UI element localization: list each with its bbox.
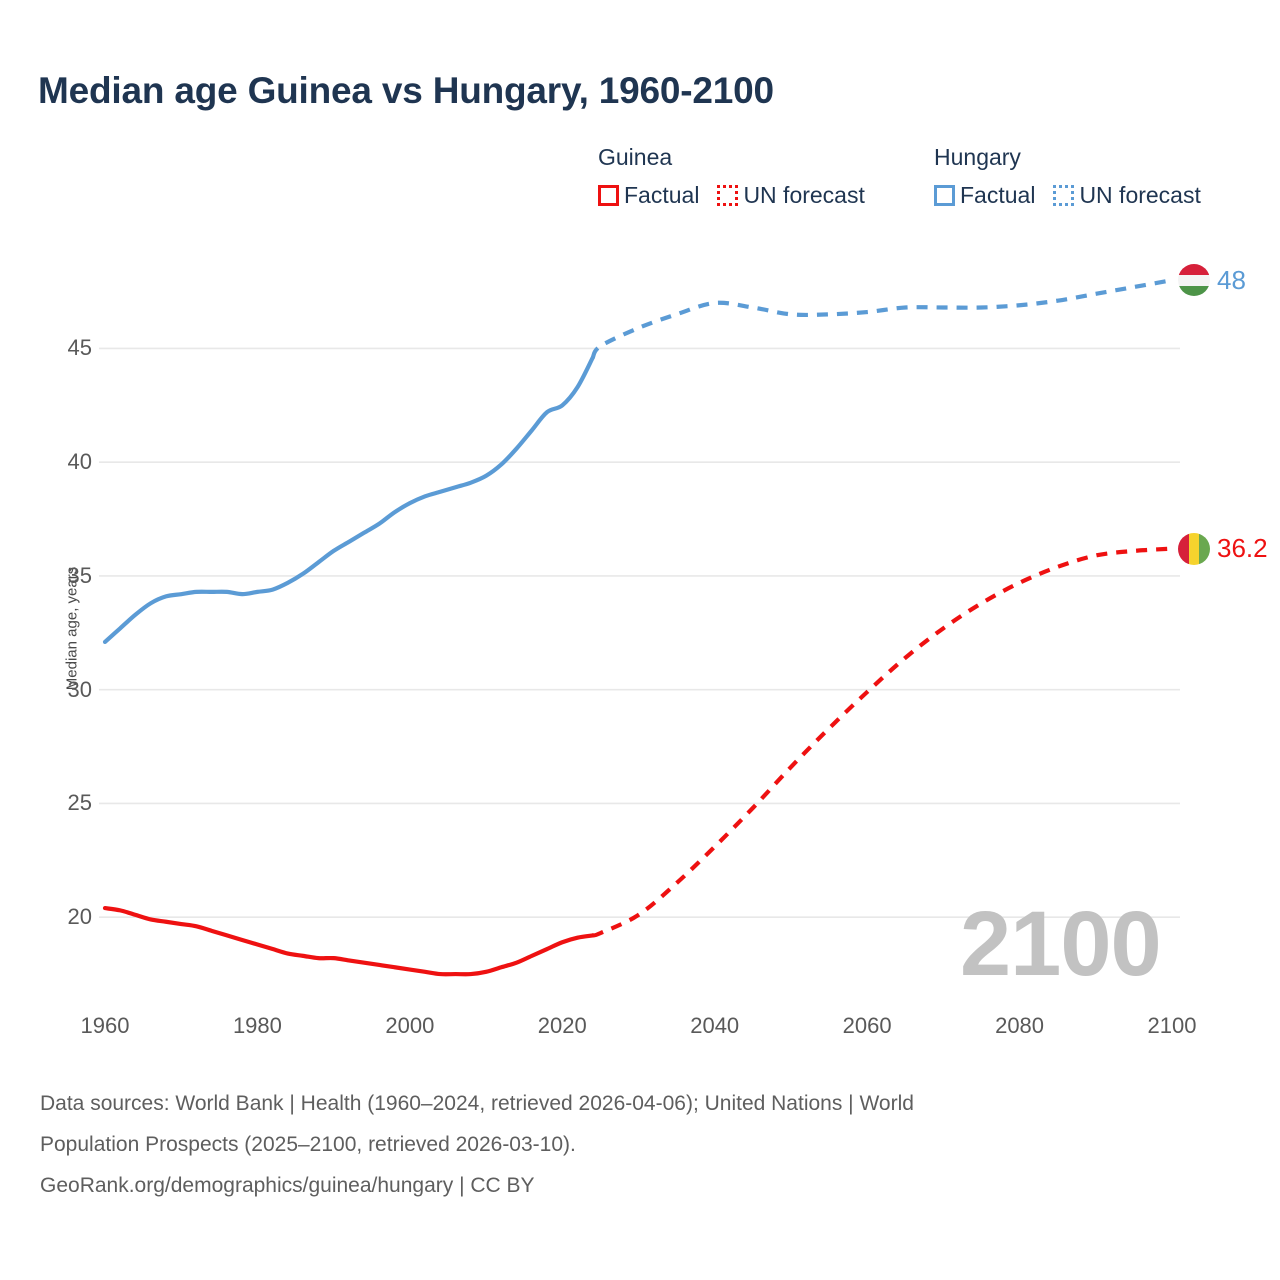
end-label-value-guinea: 36.2: [1217, 533, 1268, 564]
x-tick-label: 2020: [537, 1013, 587, 1038]
legend-group-guinea: Guinea Factual UN forecast: [598, 143, 865, 209]
y-tick-label: 45: [67, 335, 92, 361]
end-label-value-hungary: 48: [1217, 264, 1246, 295]
legend-swatch-solid-icon: [934, 185, 955, 206]
legend-item-hungary-factual[interactable]: Factual: [934, 182, 1035, 209]
footer-line-1: Data sources: World Bank | Health (1960–…: [40, 1092, 914, 1115]
x-tick-label: 2100: [1147, 1013, 1197, 1038]
y-tick-label: 20: [67, 904, 92, 930]
legend-item-hungary-forecast[interactable]: UN forecast: [1053, 182, 1201, 209]
legend-swatch-solid-icon: [598, 185, 619, 206]
end-label-hungary: 48: [1178, 264, 1246, 297]
y-tick-label: 40: [67, 449, 92, 475]
legend-item-guinea-factual[interactable]: Factual: [598, 182, 699, 209]
legend-item-guinea-forecast[interactable]: UN forecast: [717, 182, 865, 209]
x-tick-label: 2040: [690, 1013, 740, 1038]
legend-swatch-dotted-icon: [717, 185, 739, 206]
footer-line-3[interactable]: GeoRank.org/demographics/guinea/hungary …: [40, 1174, 535, 1197]
x-tick-label: 1980: [232, 1013, 282, 1038]
x-tick-label: 1960: [80, 1013, 130, 1038]
y-tick-label: 25: [67, 790, 92, 816]
legend-label-hungary-forecast: UN forecast: [1079, 182, 1201, 208]
x-tick-label: 2080: [995, 1013, 1045, 1038]
guinea-flag-icon: [1178, 532, 1210, 565]
legend-country-guinea: Guinea: [598, 144, 673, 170]
legend-label-hungary-factual: Factual: [960, 182, 1036, 208]
footer-line-2: Population Prospects (2025–2100, retriev…: [40, 1133, 576, 1156]
footer-sources: Data sources: World Bank | Health (1960–…: [40, 1087, 1220, 1202]
y-tick-label: 35: [67, 562, 92, 588]
legend-swatch-dotted-icon: [1053, 185, 1075, 206]
y-tick-label: 30: [67, 676, 92, 702]
legend-label-guinea-forecast: UN forecast: [743, 182, 865, 208]
chart-legend: Guinea Factual UN forecast Hungary Factu…: [598, 143, 1258, 223]
end-label-guinea: 36.2: [1178, 532, 1268, 565]
legend-label-guinea-factual: Factual: [624, 182, 700, 208]
page-title: Median age Guinea vs Hungary, 1960-2100: [38, 70, 774, 111]
legend-country-hungary: Hungary: [934, 144, 1021, 170]
x-tick-label: 2000: [385, 1013, 435, 1038]
hungary-flag-icon: [1178, 264, 1210, 297]
x-tick-label: 2060: [842, 1013, 892, 1038]
legend-group-hungary: Hungary Factual UN forecast: [934, 143, 1201, 209]
year-watermark: 2100: [960, 893, 1162, 995]
